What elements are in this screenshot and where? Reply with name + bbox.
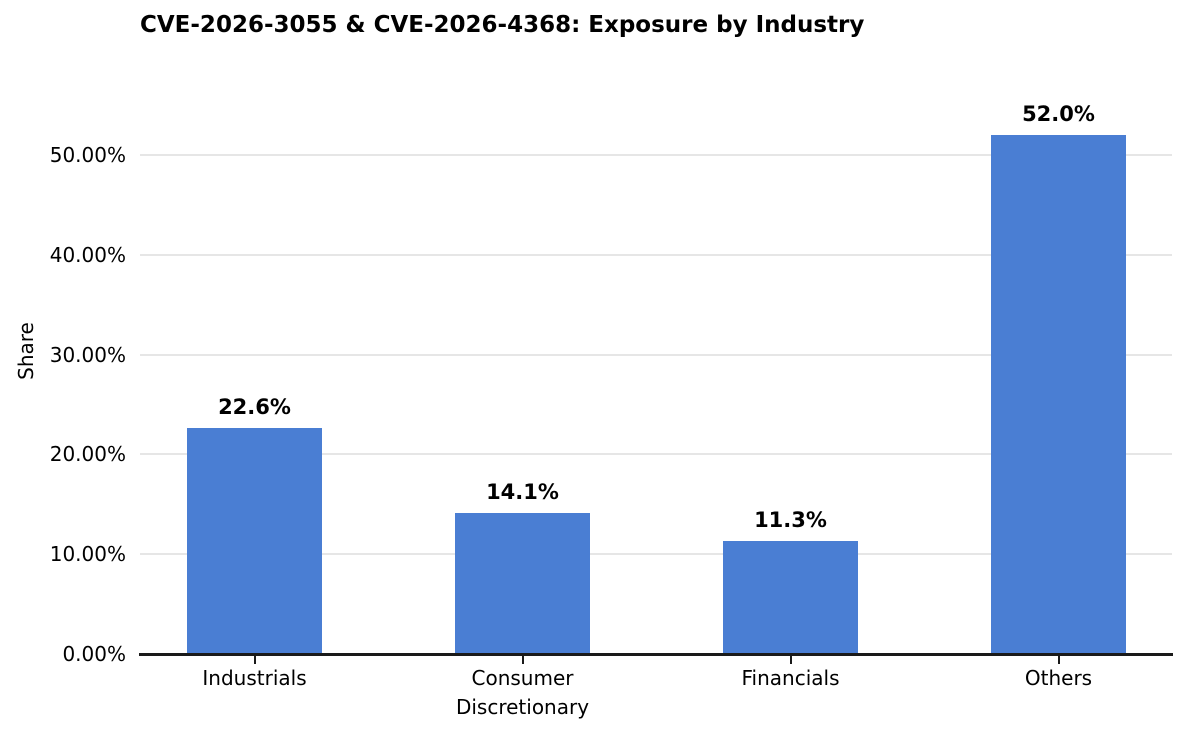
x-tick-label: Financials xyxy=(741,666,840,690)
x-tick-label: Others xyxy=(1024,666,1093,690)
bar-value-label: 52.0% xyxy=(1022,102,1095,126)
gridline xyxy=(140,154,1172,156)
bar-value-label: 14.1% xyxy=(486,480,559,504)
x-tick-mark xyxy=(789,656,792,664)
y-tick-label: 50.00% xyxy=(49,143,126,167)
bar xyxy=(723,541,858,654)
x-tick-mark xyxy=(1057,656,1060,664)
gridline xyxy=(140,453,1172,456)
x-tick-mark xyxy=(521,656,524,664)
gridline xyxy=(140,253,1172,256)
y-tick-label: 30.00% xyxy=(49,342,126,367)
y-tick-label: 40.00% xyxy=(49,242,126,267)
x-tick-label: Consumer Discretionary xyxy=(455,666,590,719)
bar xyxy=(455,513,590,654)
x-tick-mark xyxy=(253,656,256,664)
bar xyxy=(187,428,322,654)
y-tick-label: 0.00% xyxy=(62,642,126,666)
bar xyxy=(991,135,1126,654)
gridline xyxy=(140,353,1172,356)
bar-value-label: 22.6% xyxy=(218,395,291,419)
x-axis-line xyxy=(139,653,1173,656)
bar-value-label: 11.3% xyxy=(754,508,827,532)
y-tick-label: 20.00% xyxy=(49,442,126,467)
chart-title: CVE-2026-3055 & CVE-2026-4368: Exposure … xyxy=(140,12,865,38)
gridline xyxy=(140,553,1172,556)
x-tick-label: Industrials xyxy=(202,666,307,690)
y-tick-label: 10.00% xyxy=(49,542,126,567)
